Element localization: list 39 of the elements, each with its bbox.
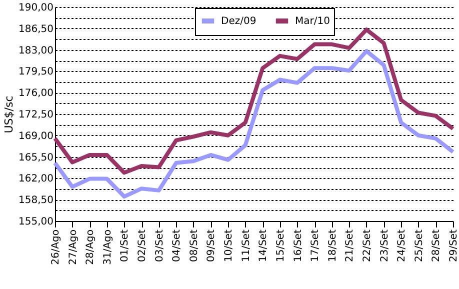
x-tick-label: 24/Set (396, 229, 408, 262)
x-tick-label: 22/Set (362, 229, 373, 262)
line-series (53, 49, 455, 199)
x-tick-label: 31/Ago (102, 230, 114, 265)
x-tick-label: 21/Set (344, 229, 356, 262)
legend-label: Dez/09 (221, 16, 256, 27)
legend-label: Mar/10 (295, 16, 330, 27)
x-tick-label: 11/Set (240, 229, 252, 262)
y-tick-label: 176,00 (18, 88, 54, 100)
x-tick-label: 27/Ago (68, 230, 79, 265)
x-tick-label: 16/Set (292, 229, 304, 262)
y-tick-label: 165,50 (18, 152, 54, 164)
x-tick-label: 28/Set (431, 229, 442, 262)
y-tick-label: 158,50 (18, 195, 54, 206)
x-tick-label: 28/Ago (85, 230, 96, 265)
x-tick-label: 25/Set (414, 229, 425, 262)
x-tick-label: 01/Set (120, 229, 131, 262)
y-tick-label: 179,50 (18, 66, 54, 78)
x-tick-label: 14/Set (258, 229, 270, 262)
y-tick-label: 155,00 (18, 216, 54, 228)
x-tick-label: 03/Set (154, 229, 166, 262)
x-tick-label: 26/Ago (50, 230, 62, 265)
y-tick-label: 172,50 (18, 110, 54, 120)
x-tick-label: 15/Set (275, 229, 286, 262)
x-tick-label: 18/Set (327, 229, 338, 262)
y-tick-label: 169,00 (18, 130, 54, 142)
x-tick-label: 10/Set (224, 229, 235, 262)
x-tick-label: 23/Set (379, 229, 390, 262)
x-tick-label: 09/Set (206, 229, 218, 262)
y-tick-label: 183,00 (18, 45, 54, 56)
x-tick-label: 17/Set (310, 229, 322, 262)
y-tick-label: 186,50 (18, 24, 54, 35)
y-axis-title: US$/sc (2, 96, 16, 134)
x-tick-label: 08/Set (188, 229, 200, 262)
y-tick-label: 190,00 (18, 2, 54, 14)
y-tick-label: 162,00 (18, 174, 54, 185)
x-tick-label: 02/Set (137, 229, 148, 262)
x-tick-label: 04/Set (172, 229, 183, 262)
line-series (53, 28, 455, 175)
